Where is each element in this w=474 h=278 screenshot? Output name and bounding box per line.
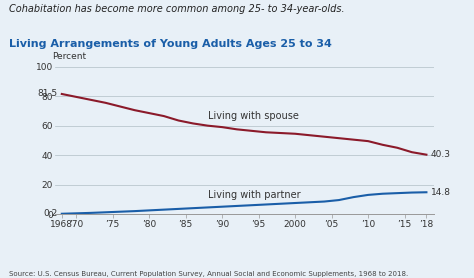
Text: Living with spouse: Living with spouse bbox=[208, 111, 299, 121]
Text: Living Arrangements of Young Adults Ages 25 to 34: Living Arrangements of Young Adults Ages… bbox=[9, 39, 332, 49]
Text: 0.2: 0.2 bbox=[44, 209, 58, 218]
Text: Living with partner: Living with partner bbox=[208, 190, 300, 200]
Text: 14.8: 14.8 bbox=[430, 188, 451, 197]
Text: Cohabitation has become more common among 25- to 34-year-olds.: Cohabitation has become more common amon… bbox=[9, 4, 345, 14]
Text: 81.5: 81.5 bbox=[37, 90, 58, 98]
Text: 40.3: 40.3 bbox=[430, 150, 451, 159]
Text: Source: U.S. Census Bureau, Current Population Survey, Annual Social and Economi: Source: U.S. Census Bureau, Current Popu… bbox=[9, 270, 409, 277]
Text: Percent: Percent bbox=[53, 52, 87, 61]
